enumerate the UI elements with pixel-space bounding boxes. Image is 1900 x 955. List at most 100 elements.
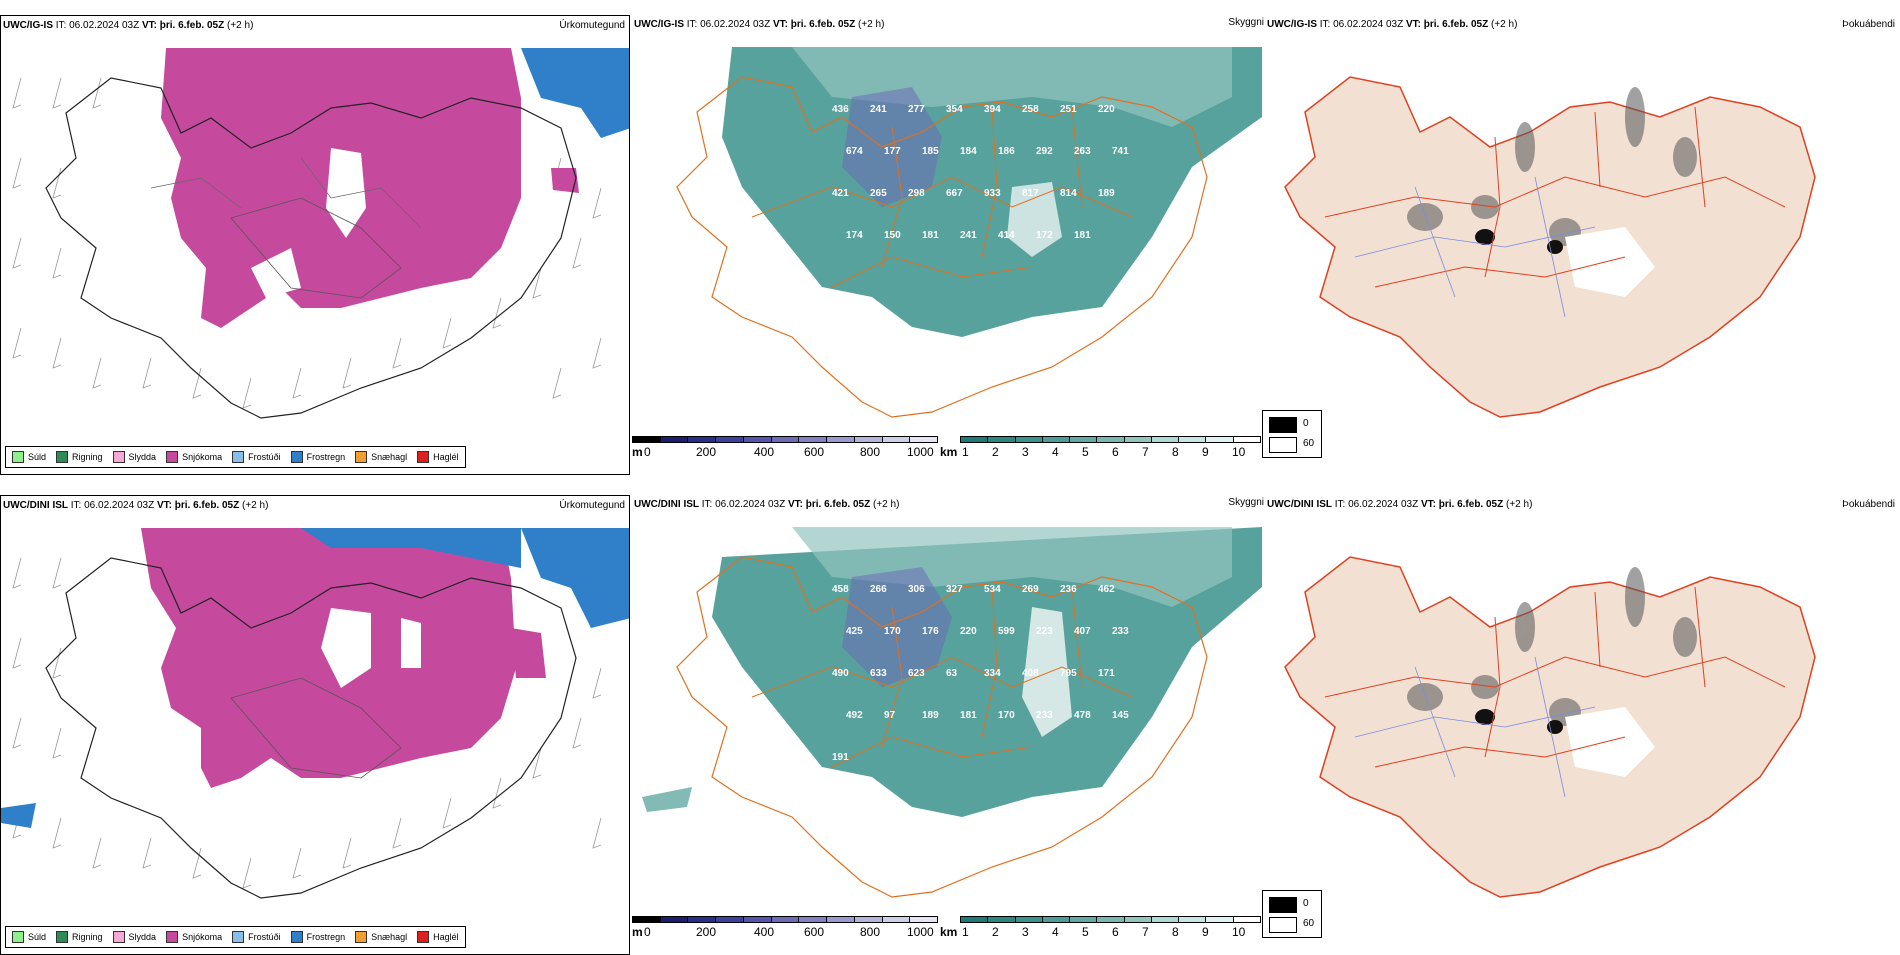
legend-swatch	[166, 931, 179, 943]
panel-title: UWC/IG-IS IT: 06.02.2024 03Z VT: þri. 6.…	[3, 20, 254, 31]
colorbar-tick: 6	[1112, 925, 1119, 939]
cloud-base-label: 394	[984, 104, 1001, 115]
fog-map	[1284, 76, 1816, 418]
cloud-base-label: 186	[998, 146, 1015, 157]
precip-type-legend: Súld Rigning Slydda Snjókoma Frostúði Fr…	[5, 446, 466, 468]
cloud-base-label: 814	[1060, 188, 1077, 199]
cloud-base-label: 741	[1112, 146, 1129, 157]
panel-type-label: Þokuábendi	[1842, 499, 1895, 510]
colorbar-tick: 0	[644, 445, 651, 459]
legend-swatch	[112, 451, 125, 463]
legend-swatch	[417, 931, 430, 943]
colorbar-tick: 200	[696, 925, 717, 939]
colorbar-segment	[770, 916, 800, 923]
precip-map	[1, 528, 629, 899]
colorbar-segment	[632, 436, 661, 443]
precip-map	[12, 48, 629, 419]
legend-swatch	[290, 931, 303, 943]
fog-legend-label: 0	[1303, 418, 1309, 429]
colorbar-segment	[1041, 916, 1071, 923]
cloud-base-label: 191	[832, 752, 849, 763]
colorbar-tick: 1000	[907, 925, 934, 939]
cloud-base-label: 667	[946, 188, 963, 199]
legend-swatch	[417, 451, 430, 463]
colorbar-segment	[960, 916, 989, 923]
cloud-base-label: 236	[1060, 584, 1077, 595]
cloud-base-label: 414	[998, 230, 1015, 241]
colorbar-segment	[1069, 916, 1098, 923]
cloud-base-label: 623	[908, 668, 925, 679]
cloud-base-label: 177	[884, 146, 901, 157]
colorbar-segment	[1205, 916, 1234, 923]
colorbar-tick: 8	[1172, 925, 1179, 939]
colorbar-segment	[853, 436, 883, 443]
visibility-panel-bottom: UWC/DINI ISL IT: 06.02.2024 03Z VT: þri.…	[632, 495, 1264, 955]
colorbar-tick: 200	[696, 445, 717, 459]
colorbar-segment	[1232, 916, 1261, 923]
cloud-base-label: 241	[960, 230, 977, 241]
legend-swatch	[112, 931, 125, 943]
colorbar-tick: 10	[1232, 445, 1246, 459]
cloud-base-label: 176	[922, 626, 939, 637]
panel-title: UWC/IG-IS IT: 06.02.2024 03Z VT: þri. 6.…	[1267, 19, 1518, 30]
fog-legend-label: 60	[1303, 918, 1315, 929]
panel-type-label: Úrkomutegund	[559, 20, 625, 31]
colorbar-unit: km	[940, 925, 958, 939]
colorbar-tick: 600	[804, 925, 825, 939]
legend-swatch	[12, 931, 24, 943]
cloud-base-label: 334	[984, 668, 1001, 679]
panel-title: UWC/IG-IS IT: 06.02.2024 03Z VT: þri. 6.…	[634, 19, 885, 30]
colorbar-segment	[715, 916, 744, 923]
fog-legend: 0 60	[1262, 410, 1322, 458]
cloud-base-colorbar: m 0 200 400 600 800 1000	[632, 916, 938, 946]
colorbar-tick: 5	[1082, 925, 1089, 939]
legend-item: Frostregn	[290, 451, 345, 463]
precip-type-panel-top: UWC/IG-IS IT: 06.02.2024 03Z VT: þri. 6.…	[0, 15, 630, 475]
colorbar-tick: 9	[1202, 925, 1209, 939]
fog-legend-label: 0	[1303, 898, 1309, 909]
colorbar-segment	[632, 916, 661, 923]
colorbar-tick: 2	[992, 445, 999, 459]
colorbar-segment	[1205, 436, 1234, 443]
cloud-base-label: 233	[1112, 626, 1129, 637]
legend-item: Frostúði	[232, 451, 281, 463]
fog-legend: 0 60	[1262, 890, 1322, 938]
legend-swatch	[56, 451, 69, 463]
visibility-colorbar: km 1 2 3 4 5 6 7 8 9 10	[940, 916, 1262, 946]
fog-panel-top: UWC/IG-IS IT: 06.02.2024 03Z VT: þri. 6.…	[1265, 15, 1895, 475]
cloud-base-label: 223	[1036, 626, 1053, 637]
cloud-base-label: 63	[946, 668, 958, 679]
colorbar-segment	[687, 436, 717, 443]
colorbar-segment	[881, 916, 911, 923]
cloud-base-label: 189	[1098, 188, 1115, 199]
cloud-base-label: 189	[922, 710, 939, 721]
colorbar-tick: 4	[1052, 925, 1059, 939]
cloud-base-label: 407	[1074, 626, 1091, 637]
legend-swatch	[290, 451, 303, 463]
panel-type-label: Skyggni	[1228, 17, 1264, 28]
colorbar-segment	[960, 436, 989, 443]
legend-item: Haglél	[417, 451, 459, 463]
precip-type-panel-bottom: UWC/DINI ISL IT: 06.02.2024 03Z VT: þri.…	[0, 495, 630, 955]
cloud-base-label: 171	[1098, 668, 1115, 679]
colorbar-tick: 800	[860, 445, 881, 459]
cloud-base-label: 181	[922, 230, 939, 241]
panel-title: UWC/DINI ISL IT: 06.02.2024 03Z VT: þri.…	[1267, 499, 1533, 510]
legend-item: Rigning	[56, 451, 103, 463]
colorbar-segment	[659, 916, 689, 923]
cloud-base-label: 97	[884, 710, 896, 721]
cloud-base-label: 265	[870, 188, 887, 199]
colorbar-segment	[909, 436, 938, 443]
colorbar-tick: 2	[992, 925, 999, 939]
cloud-base-label: 354	[946, 104, 963, 115]
colorbar-segment	[1014, 916, 1043, 923]
cloud-base-label: 145	[1112, 710, 1129, 721]
colorbar-tick: 3	[1022, 925, 1029, 939]
panel-type-label: Þokuábendi	[1842, 19, 1895, 30]
colorbar-tick: 7	[1142, 445, 1149, 459]
colorbar-tick: 1	[962, 445, 969, 459]
legend-swatch	[232, 931, 245, 943]
legend-item: Frostregn	[290, 931, 345, 943]
colorbar-segment	[1041, 436, 1071, 443]
fog-legend-label: 60	[1303, 438, 1315, 449]
